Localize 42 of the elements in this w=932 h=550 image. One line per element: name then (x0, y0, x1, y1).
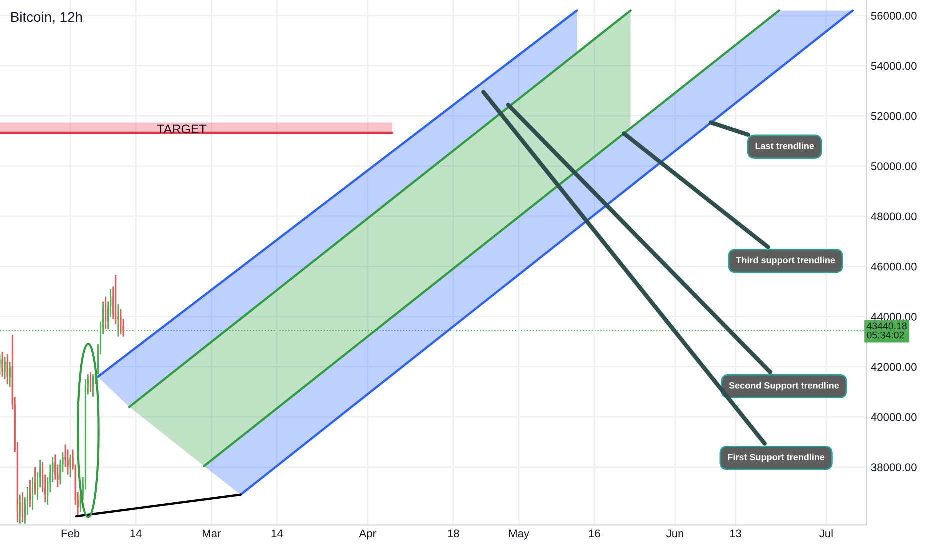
x-tick-label: Jul (820, 529, 833, 538)
candlestick (6, 354, 8, 386)
text: Bitcoin, 12h (12, 12, 82, 24)
x-tick-label: 14 (130, 530, 142, 538)
x-tick-label: Mar (202, 530, 222, 538)
y-tick-label: 40000.00 (871, 413, 917, 422)
candlestick (105, 296, 107, 330)
y-tick-label: 48000.00 (871, 212, 917, 221)
candlestick (22, 492, 24, 524)
x-tick-label: May (509, 530, 530, 540)
candlestick (9, 361, 11, 388)
x-tick-label: 16 (589, 530, 600, 538)
y-tick-label: 56000.00 (871, 12, 917, 20)
annotation: TARGET (157, 124, 207, 134)
x-tick-label: 13 (730, 530, 742, 538)
y-tick-label: 52000.00 (871, 112, 917, 120)
candlestick (4, 356, 6, 380)
x-tick-label: Apr (359, 530, 376, 540)
x-tick-label: 18 (448, 530, 460, 538)
candlestick (34, 466, 36, 496)
x-tick-label: Jun (666, 530, 684, 538)
x-tick-label: 14 (272, 530, 284, 538)
y-tick-label: 44000.00 (871, 313, 917, 321)
annotation: First Support trendline (728, 454, 825, 462)
candlestick (32, 476, 34, 511)
candlestick (2, 351, 4, 378)
candlestick (120, 308, 122, 336)
candlestick (70, 454, 72, 478)
annotation: Third support trendline (736, 256, 836, 266)
x-tick-label: Feb (62, 529, 80, 538)
candlestick (29, 479, 31, 508)
y-tick-label: 38000.00 (871, 464, 917, 472)
ref-line-label: 43440.18 05:34:02 (866, 322, 907, 339)
annotation: Second Support trendline (729, 382, 840, 391)
y-tick-label: 46000.00 (871, 262, 917, 271)
annotation: Last trendline (756, 142, 814, 150)
y-tick-label: 54000.00 (871, 62, 917, 70)
y-tick-label: 50000.00 (871, 162, 917, 170)
candlestick (19, 494, 21, 524)
candlestick (90, 371, 92, 393)
y-tick-label: 42000.00 (871, 363, 917, 372)
candlestick (115, 274, 117, 326)
